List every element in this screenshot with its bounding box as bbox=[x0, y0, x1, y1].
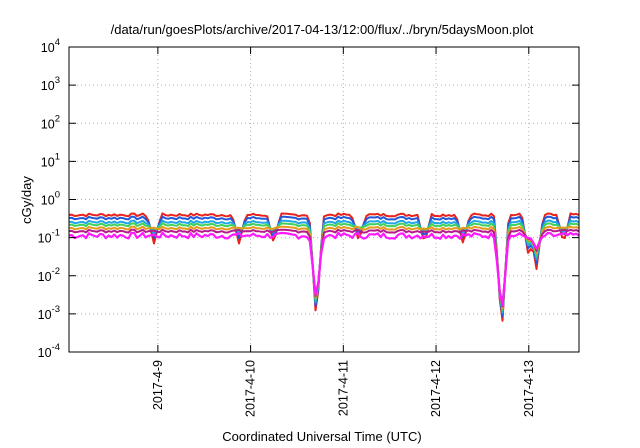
series-line bbox=[68, 212, 580, 322]
axis-ticks: 10-4 10-3 10-2 10-1 100 101 102 103 104 2017-4-9 2… bbox=[38, 37, 579, 417]
data-series bbox=[68, 212, 580, 322]
series-line bbox=[68, 215, 580, 318]
x-tick-label: 2017-4-9 bbox=[151, 360, 165, 410]
y-axis-label: cGy/day bbox=[19, 176, 34, 224]
y-tick-label: 10-3 bbox=[38, 304, 60, 322]
y-tick-label: 102 bbox=[41, 113, 60, 131]
y-tick-label: 104 bbox=[41, 37, 60, 55]
y-tick-label: 103 bbox=[41, 75, 60, 93]
y-tick-label: 10-2 bbox=[38, 266, 60, 284]
series-line bbox=[68, 225, 580, 310]
x-axis-label: Coordinated Universal Time (UTC) bbox=[222, 429, 421, 444]
series-line bbox=[68, 228, 580, 308]
y-tick-label: 101 bbox=[41, 151, 60, 169]
x-tick-label: 2017-4-12 bbox=[429, 360, 443, 417]
y-tick-label: 10-1 bbox=[38, 228, 60, 246]
grid-lines bbox=[69, 47, 579, 352]
chart-title: /data/run/goesPlots/archive/2017-04-13/1… bbox=[111, 22, 534, 37]
x-tick-label: 2017-4-13 bbox=[522, 360, 536, 417]
x-tick-label: 2017-4-11 bbox=[336, 360, 350, 416]
y-tick-label: 100 bbox=[41, 190, 60, 208]
series-line bbox=[68, 231, 580, 307]
x-tick-label: 2017-4-10 bbox=[244, 360, 258, 417]
y-tick-label: 10-4 bbox=[38, 342, 60, 360]
